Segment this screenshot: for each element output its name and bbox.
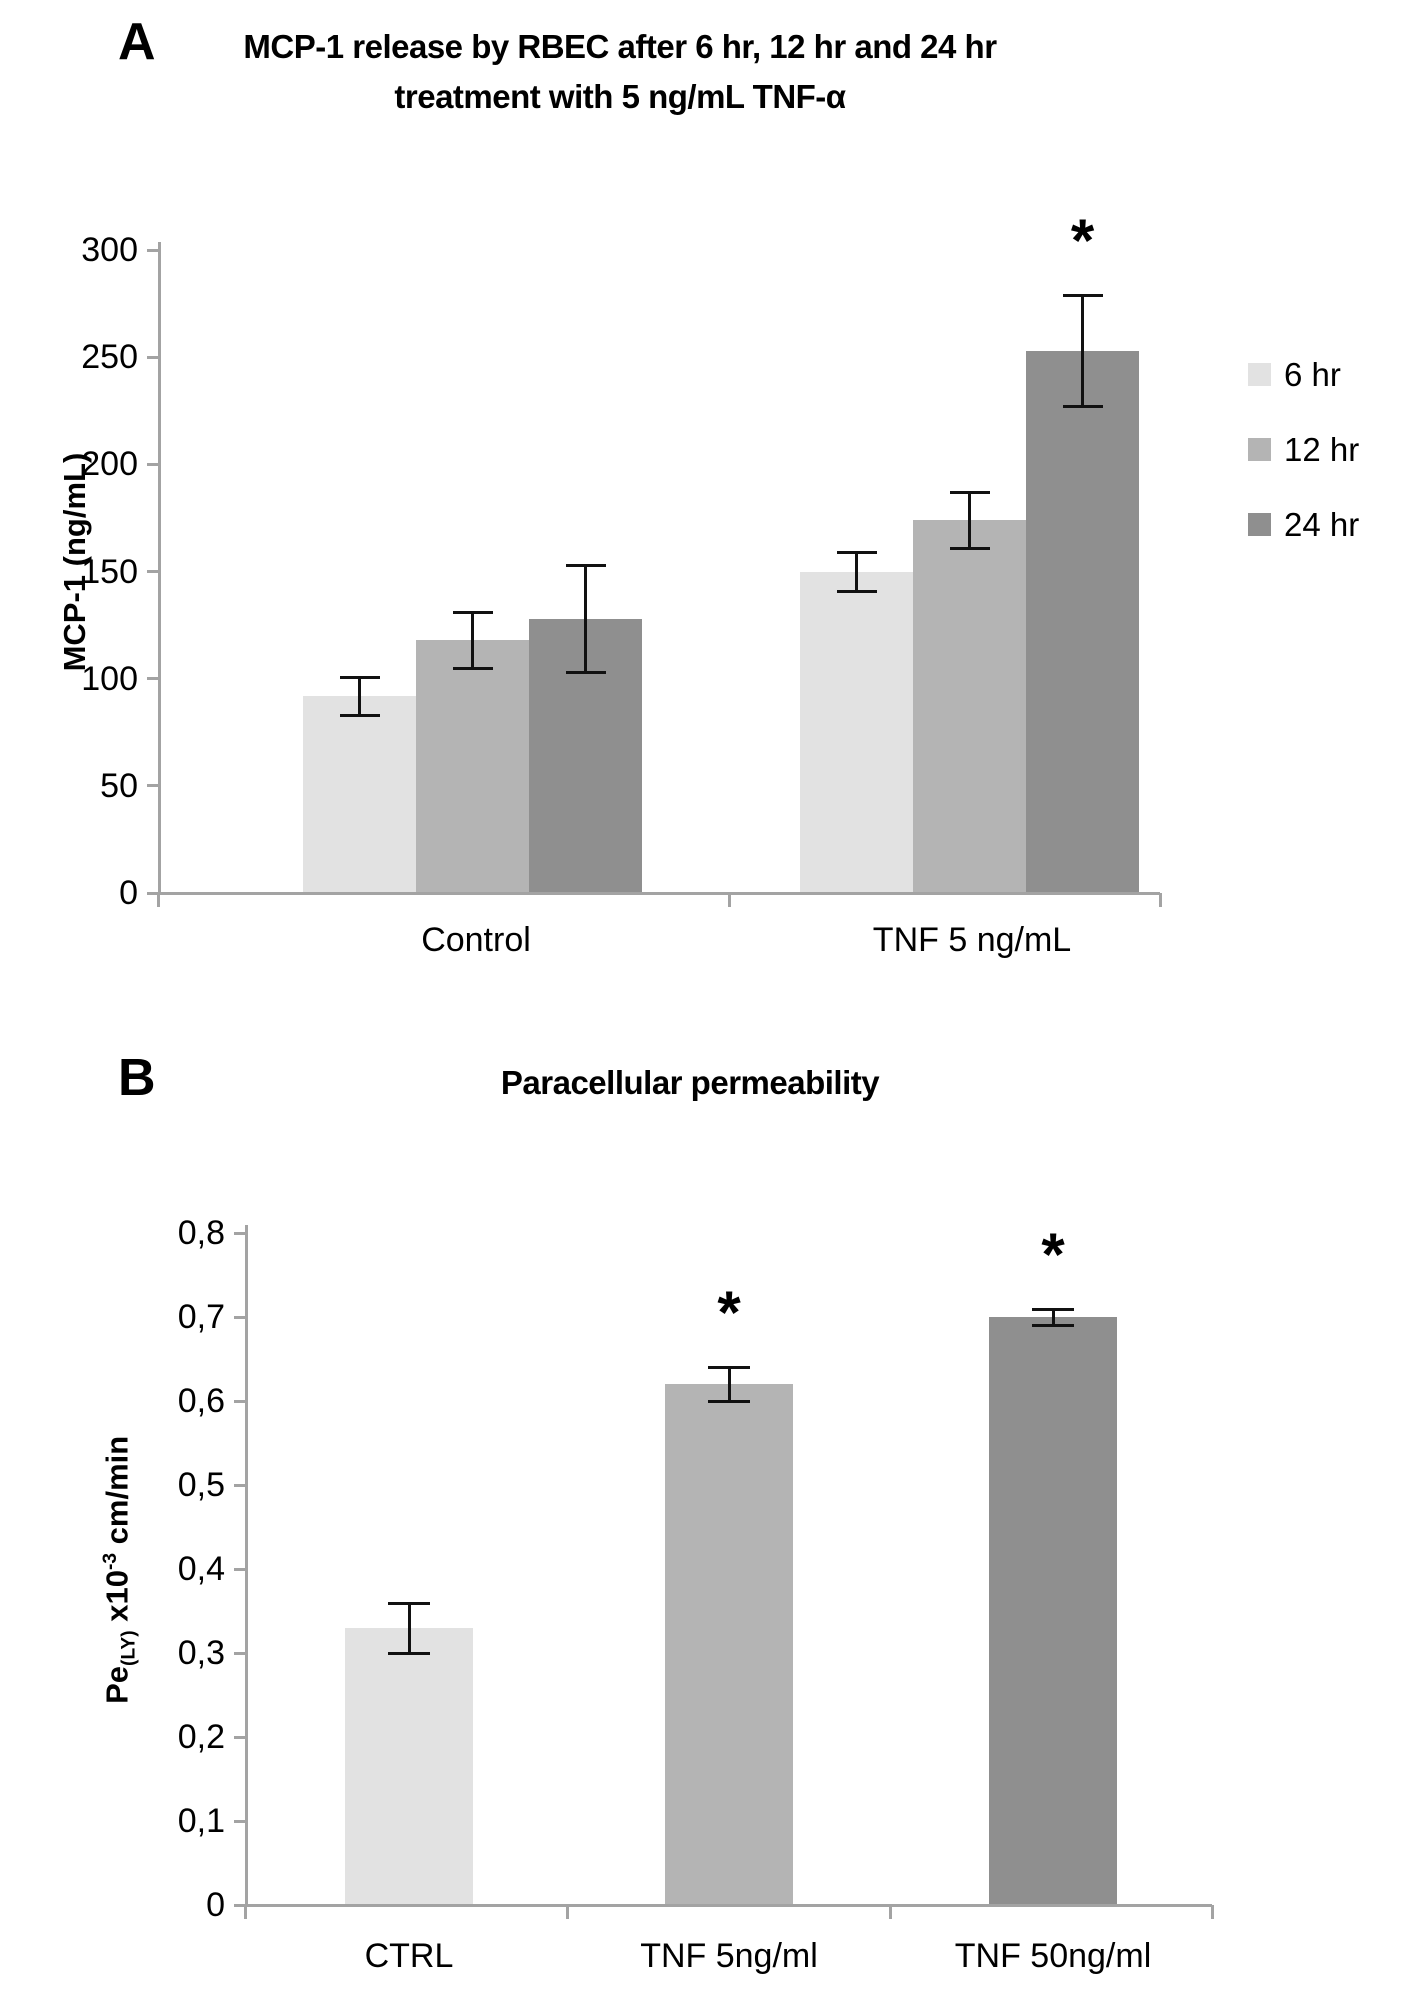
y-tick-label-200: 200 bbox=[81, 445, 138, 484]
y-tick-label-0-8: 0,8 bbox=[177, 1214, 225, 1252]
y-tick-label-50: 50 bbox=[100, 766, 138, 805]
error-bar-cap-bottom-tnf-5-ng-ml-12-hr bbox=[949, 546, 990, 550]
error-bar-cap-top-control-6-hr bbox=[339, 675, 380, 679]
y-tick-label-0-5: 0,5 bbox=[177, 1466, 225, 1504]
y-tick-0 bbox=[147, 891, 158, 895]
y-tick-label-0-1: 0,1 bbox=[177, 1802, 225, 1840]
error-bar-cap-bottom-ctrl bbox=[388, 1652, 430, 1655]
error-bar-cap-bottom-control-6-hr bbox=[339, 714, 380, 718]
y-tick-label-100: 100 bbox=[81, 659, 138, 698]
error-bar-cap-bottom-tnf-5-ng-ml-24-hr bbox=[1062, 405, 1103, 409]
legend-label-12-hr: 12 hr bbox=[1284, 431, 1360, 468]
error-bar-cap-bottom-tnf-50ng-ml bbox=[1032, 1324, 1074, 1328]
y-tick-0-3 bbox=[234, 1651, 245, 1655]
x-category-label-tnf-50ng-ml: TNF 50ng/ml bbox=[954, 1937, 1152, 1975]
x-axis-line bbox=[245, 1904, 1212, 1907]
error-bar-line-ctrl bbox=[407, 1602, 411, 1653]
bar-6-hr-control bbox=[303, 695, 416, 892]
x-tick-0 bbox=[157, 893, 160, 907]
y-tick-0-2 bbox=[234, 1735, 245, 1739]
x-axis-line bbox=[158, 892, 1160, 895]
significance-marker-tnf-5ng-ml: * bbox=[717, 1279, 741, 1347]
bar-tnf-50ng-ml bbox=[989, 1317, 1117, 1904]
y-tick-label-0-7: 0,7 bbox=[177, 1298, 225, 1336]
bar-6-hr-tnf-5-ng-ml bbox=[800, 571, 913, 892]
error-bar-cap-bottom-tnf-5ng-ml bbox=[708, 1400, 750, 1403]
y-tick-200 bbox=[147, 462, 158, 466]
y-tick-0-1 bbox=[234, 1819, 245, 1823]
y-tick-label-250: 250 bbox=[81, 338, 138, 377]
x-tick-2 bbox=[1159, 893, 1162, 907]
y-tick-0-7 bbox=[234, 1315, 245, 1319]
panel-a-title-line2: treatment with 5 ng/mL TNF-α bbox=[394, 78, 846, 115]
y-tick-300 bbox=[147, 248, 158, 252]
error-bar-cap-top-tnf-5-ng-ml-24-hr bbox=[1062, 294, 1103, 297]
y-tick-label-0-4: 0,4 bbox=[177, 1550, 225, 1588]
x-category-label-tnf-5ng-ml: TNF 5ng/ml bbox=[640, 1937, 818, 1975]
x-tick-3 bbox=[1211, 1905, 1214, 1919]
y-tick-label-0: 0 bbox=[206, 1886, 225, 1924]
y-tick-label-0-2: 0,2 bbox=[177, 1718, 225, 1756]
error-bar-cap-top-tnf-5-ng-ml-12-hr bbox=[949, 491, 990, 495]
error-bar-cap-top-ctrl bbox=[388, 1601, 430, 1605]
x-tick-0 bbox=[244, 1905, 247, 1919]
error-bar-line-tnf-50ng-ml bbox=[1051, 1308, 1055, 1326]
error-bar-cap-bottom-control-12-hr bbox=[452, 666, 493, 670]
y-axis-line bbox=[245, 1225, 248, 1905]
bar-12-hr-tnf-5-ng-ml bbox=[913, 520, 1026, 892]
error-bar-line-tnf-5-ng-ml-12-hr bbox=[968, 492, 971, 548]
error-bar-cap-top-tnf-5ng-ml bbox=[708, 1366, 750, 1370]
x-tick-1 bbox=[566, 1905, 569, 1919]
y-tick-0-4 bbox=[234, 1567, 245, 1571]
legend-swatch-12-hr bbox=[1248, 438, 1271, 461]
panel-a-title: MCP-1 release by RBEC after 6 hr, 12 hr … bbox=[180, 22, 1060, 122]
error-bar-cap-top-control-12-hr bbox=[452, 611, 493, 615]
y-tick-0-5 bbox=[234, 1483, 245, 1487]
y-tick-label-300: 300 bbox=[81, 231, 138, 269]
error-bar-cap-bottom-tnf-5-ng-ml-6-hr bbox=[836, 589, 877, 593]
error-bar-cap-top-tnf-50ng-ml bbox=[1032, 1307, 1074, 1311]
bar-12-hr-control bbox=[416, 640, 529, 892]
y-tick-0-8 bbox=[234, 1231, 245, 1235]
y-tick-label-0-6: 0,6 bbox=[177, 1382, 225, 1420]
y-tick-250 bbox=[147, 355, 158, 359]
legend-label-6-hr: 6 hr bbox=[1284, 356, 1341, 393]
legend-swatch-6-hr bbox=[1248, 363, 1271, 386]
legend-label-24-hr: 24 hr bbox=[1284, 506, 1360, 543]
x-category-label-tnf-5-ng-ml: TNF 5 ng/mL bbox=[872, 921, 1072, 959]
significance-marker-tnf-5-ng-ml: * bbox=[1070, 207, 1095, 274]
significance-marker-tnf-50ng-ml: * bbox=[1041, 1220, 1065, 1288]
panel-a-title-line1: MCP-1 release by RBEC after 6 hr, 12 hr … bbox=[243, 28, 997, 65]
panel-a-letter: A bbox=[118, 13, 156, 71]
error-bar-line-control-12-hr bbox=[471, 612, 474, 668]
panel-b-title: Paracellular permeability bbox=[500, 1064, 880, 1101]
error-bar-line-tnf-5-ng-ml-6-hr bbox=[855, 552, 858, 591]
error-bar-cap-top-tnf-5-ng-ml-6-hr bbox=[836, 551, 877, 555]
bar-ctrl bbox=[345, 1627, 473, 1904]
legend-swatch-24-hr bbox=[1248, 513, 1271, 536]
bar-24-hr-tnf-5-ng-ml bbox=[1026, 350, 1139, 892]
error-bar-line-tnf-5ng-ml bbox=[727, 1367, 731, 1401]
error-bar-line-control-24-hr bbox=[584, 565, 587, 673]
y-tick-label-0: 0 bbox=[119, 874, 138, 912]
x-category-label-control: Control bbox=[421, 921, 531, 959]
y-axis-line bbox=[158, 242, 161, 893]
y-tick-100 bbox=[147, 677, 158, 681]
y-tick-50 bbox=[147, 784, 158, 788]
x-tick-1 bbox=[728, 893, 731, 907]
panel-b-letter: B bbox=[118, 1049, 156, 1107]
y-tick-label-0-3: 0,3 bbox=[177, 1634, 225, 1672]
x-tick-2 bbox=[889, 1905, 892, 1919]
error-bar-line-control-6-hr bbox=[358, 676, 361, 716]
error-bar-cap-top-control-24-hr bbox=[565, 564, 606, 568]
y-tick-0-6 bbox=[234, 1399, 245, 1403]
error-bar-line-tnf-5-ng-ml-24-hr bbox=[1081, 295, 1084, 407]
x-category-label-ctrl: CTRL bbox=[364, 1937, 454, 1975]
error-bar-cap-bottom-control-24-hr bbox=[565, 671, 606, 675]
y-tick-0 bbox=[234, 1903, 245, 1907]
y-tick-150 bbox=[147, 570, 158, 573]
y-tick-label-150: 150 bbox=[81, 552, 138, 591]
bar-tnf-5ng-ml bbox=[665, 1384, 793, 1904]
